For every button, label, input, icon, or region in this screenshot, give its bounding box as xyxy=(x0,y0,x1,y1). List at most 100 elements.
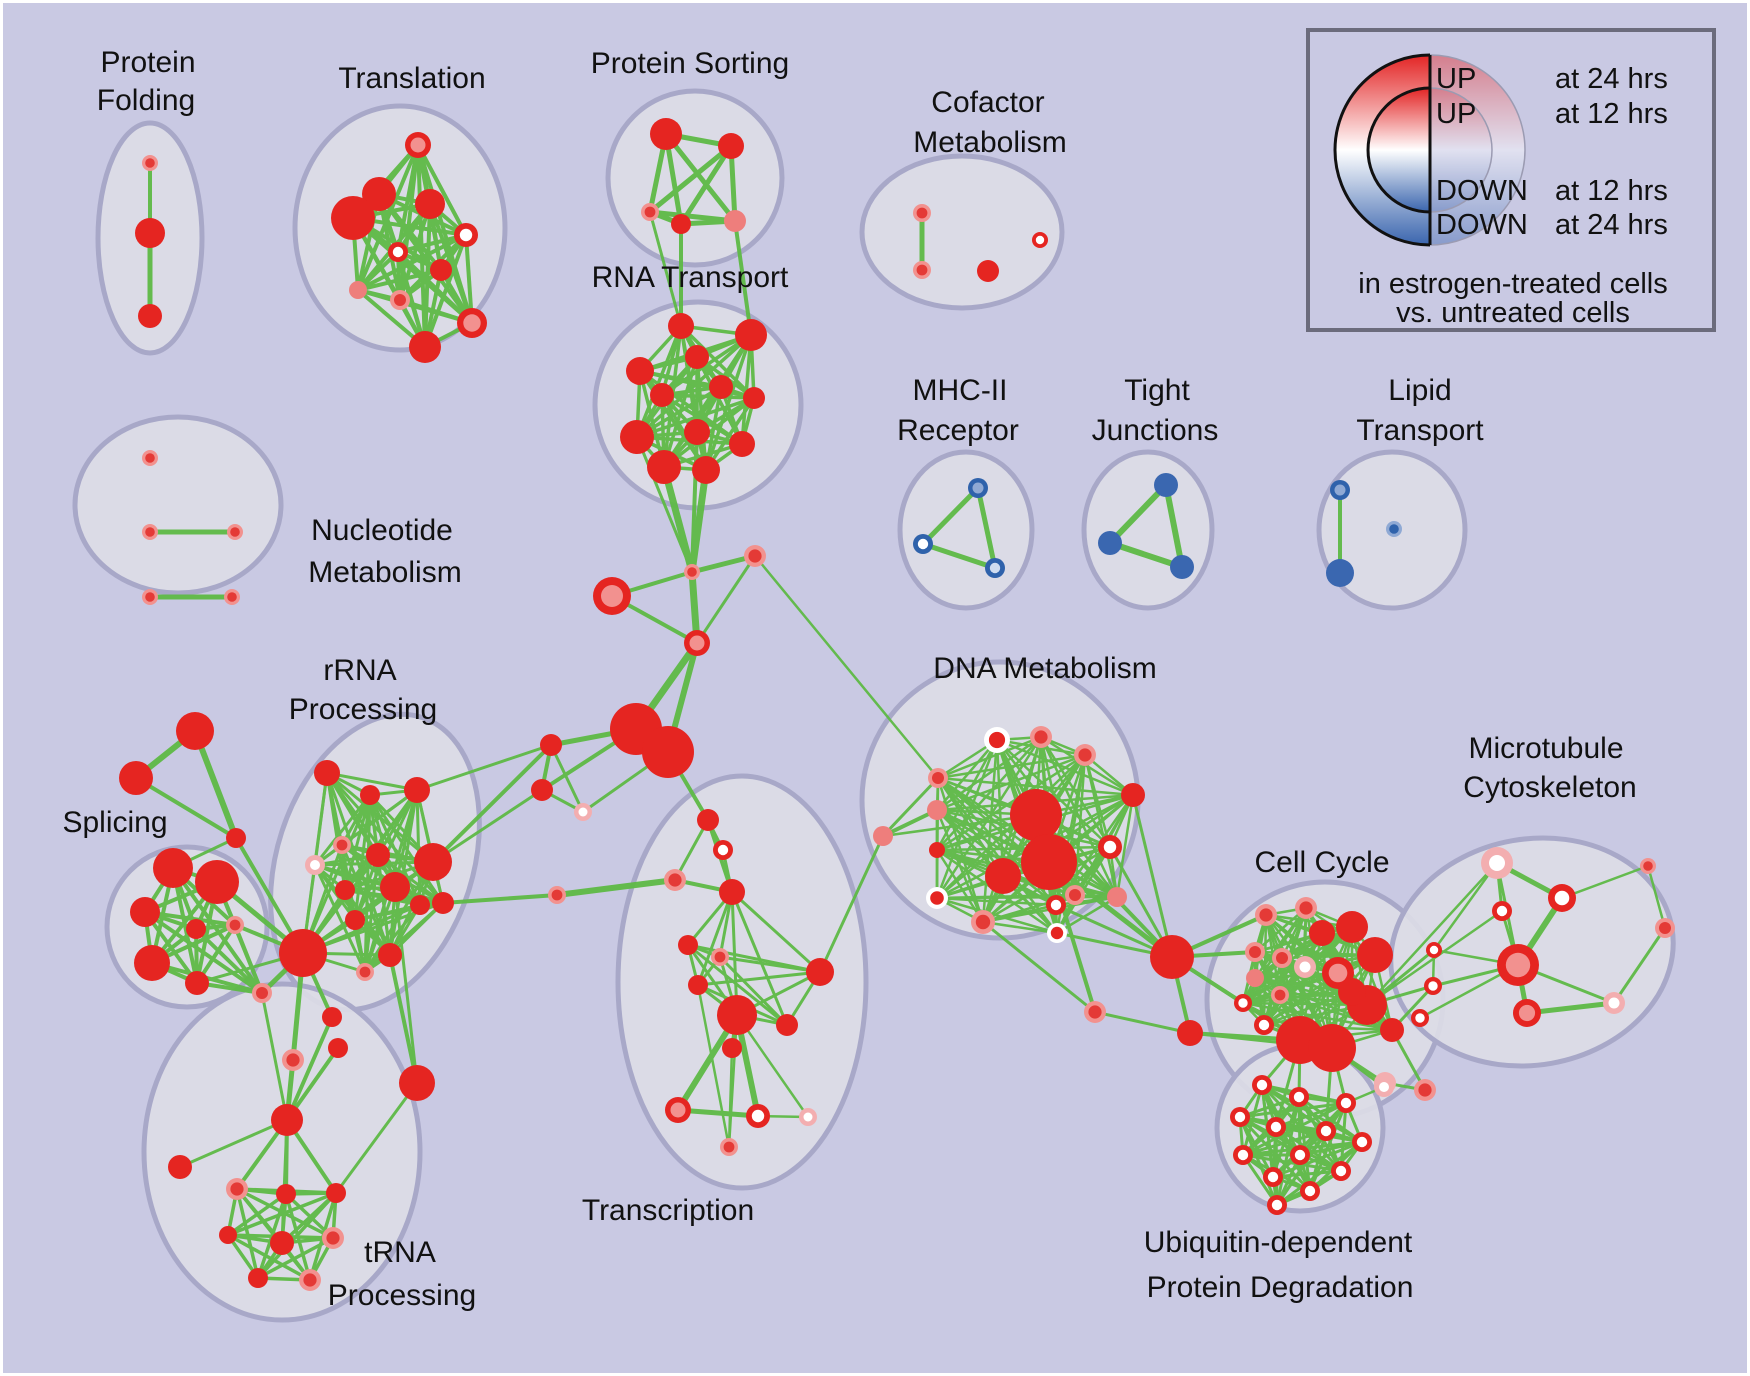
node-inner xyxy=(1294,1149,1306,1161)
network-node xyxy=(531,779,553,801)
network-node xyxy=(684,564,700,580)
cluster-label-rrna-processing: Processing xyxy=(289,693,437,726)
network-node xyxy=(1234,994,1252,1012)
network-edge xyxy=(690,430,699,574)
node-outer-red xyxy=(719,879,745,905)
node-inner xyxy=(1270,1121,1282,1133)
network-node xyxy=(224,589,240,605)
network-edge xyxy=(280,1118,289,1245)
network-edge xyxy=(935,738,999,852)
legend: UP at 24 hrs UP at 12 hrs DOWN at 12 hrs DOWN a… xyxy=(1306,28,1716,332)
node-outer-red xyxy=(1010,789,1062,841)
network-edge xyxy=(975,485,998,571)
node-outer-blue xyxy=(1154,473,1178,497)
network-node xyxy=(650,118,682,150)
node-inner xyxy=(916,264,928,276)
network-node xyxy=(1331,1161,1351,1181)
network-node xyxy=(743,387,765,409)
node-inner xyxy=(1608,997,1620,1009)
network-node xyxy=(1481,847,1513,879)
network-node xyxy=(971,910,995,934)
network-node xyxy=(873,826,893,846)
cluster-label-cell-cycle: Cell Cycle xyxy=(1254,846,1389,879)
network-edge xyxy=(1274,1125,1279,1207)
network-node xyxy=(1414,1079,1436,1101)
node-inner xyxy=(1429,945,1439,955)
legend-row-time: at 24 hrs xyxy=(1555,209,1668,241)
network-node xyxy=(1010,789,1062,841)
network-edge xyxy=(733,219,753,337)
network-edge xyxy=(647,143,734,215)
network-node xyxy=(668,313,694,339)
node-inner xyxy=(689,635,705,651)
node-outer-red xyxy=(138,304,162,328)
network-edge xyxy=(635,396,756,439)
network-edge xyxy=(325,771,419,792)
network-node xyxy=(185,971,209,995)
network-node xyxy=(720,1138,738,1156)
node-inner xyxy=(917,538,929,550)
node-inner xyxy=(145,592,155,602)
network-edge xyxy=(935,753,1087,852)
network-node xyxy=(678,935,698,955)
network-node xyxy=(799,1108,817,1126)
network-node xyxy=(299,1269,321,1291)
cluster-label-ubiquitin-degradation: Ubiquitin-dependent xyxy=(1144,1226,1413,1259)
network-node xyxy=(388,242,408,262)
node-inner xyxy=(1496,905,1508,917)
node-outer-red xyxy=(331,196,375,240)
network-edge xyxy=(396,250,427,349)
network-edge xyxy=(635,435,694,574)
network-edge xyxy=(363,885,397,974)
label-layer: Protein Folding Translation Protein Sorting… xyxy=(62,46,1636,1312)
node-outer-red xyxy=(328,1038,348,1058)
node-outer-red xyxy=(404,777,430,803)
network-node xyxy=(1294,956,1316,978)
legend-outline-left-inner xyxy=(1366,86,1431,214)
node-outer-pink xyxy=(349,281,367,299)
legend-row-time: at 12 hrs xyxy=(1555,98,1668,130)
network-edge xyxy=(660,463,696,576)
network-node xyxy=(326,1183,346,1203)
network-node xyxy=(333,836,351,854)
cluster-label-tight-junctions: Tight xyxy=(1124,374,1190,407)
network-node xyxy=(926,887,948,909)
network-edge xyxy=(415,743,553,792)
node-inner xyxy=(751,1109,765,1123)
network-edge xyxy=(935,845,1112,852)
network-node xyxy=(1245,942,1265,962)
network-node xyxy=(1046,895,1066,915)
node-outer-red xyxy=(1308,1024,1356,1072)
network-node xyxy=(968,478,988,498)
network-node xyxy=(717,995,757,1035)
network-node xyxy=(142,450,158,466)
network-edge xyxy=(1238,1095,1301,1119)
node-outer-red xyxy=(1336,911,1368,943)
cluster-label-trna-processing: Processing xyxy=(328,1279,476,1312)
network-node xyxy=(186,919,206,939)
node-outer-red xyxy=(314,760,340,786)
node-outer-red xyxy=(1121,783,1145,807)
node-inner xyxy=(359,966,371,978)
node-outer-blue xyxy=(1326,559,1354,587)
network-node xyxy=(409,331,441,363)
node-outer-red xyxy=(668,313,694,339)
node-inner xyxy=(310,860,320,870)
node-outer-red xyxy=(650,118,682,150)
cluster-label-rrna-processing: rRNA xyxy=(323,654,396,687)
node-inner xyxy=(723,1141,735,1153)
node-inner xyxy=(256,987,268,999)
node-outer-red xyxy=(718,133,744,159)
network-node xyxy=(1230,1107,1250,1127)
network-node xyxy=(620,420,654,454)
network-node xyxy=(776,1014,798,1036)
node-inner xyxy=(988,731,1006,749)
network-node xyxy=(195,860,239,904)
network-edge xyxy=(1278,993,1394,1032)
node-outer-red xyxy=(684,419,710,445)
network-node xyxy=(1098,531,1122,555)
node-inner xyxy=(1258,1019,1270,1031)
node-outer-red xyxy=(219,1226,237,1244)
network-edge xyxy=(1365,861,1499,1007)
node-inner xyxy=(1299,901,1313,915)
